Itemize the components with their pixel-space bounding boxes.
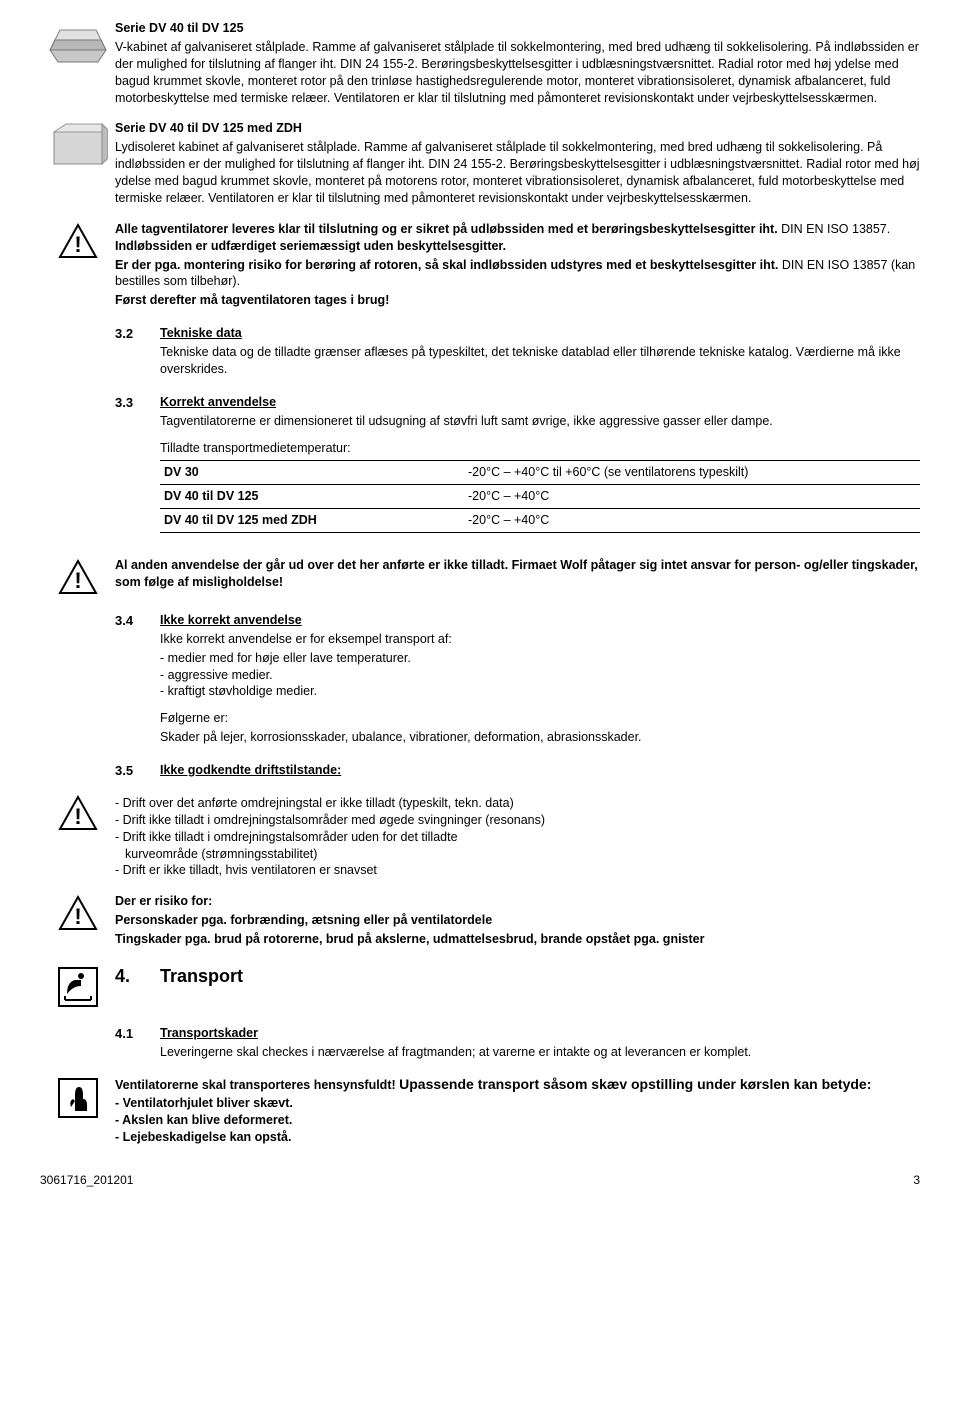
li-w4-0: Ventilatorhjulet bliver skævt. [115, 1095, 920, 1112]
title-3-4: Ikke korrekt anvendelse [160, 612, 920, 629]
li-34-2: kraftigt støvholdige medier. [160, 683, 920, 700]
hand-icon [40, 1075, 115, 1124]
title-3-3: Korrekt anvendelse [160, 394, 920, 411]
product-image-zdh [40, 120, 115, 175]
series1-title: Serie DV 40 til DV 125 [115, 20, 920, 37]
warn1-c: Indløbssiden er udfærdiget seriemæssigt … [115, 239, 506, 253]
title-4-1: Transportskader [160, 1025, 920, 1042]
series2-body: Lydisoleret kabinet af galvaniseret stål… [115, 139, 920, 207]
title-3-5: Ikke godkendte driftstilstande: [160, 762, 920, 779]
risk1: Personskader pga. forbrænding, ætsning e… [115, 912, 920, 929]
warn1-b: DIN EN ISO 13857. [781, 222, 890, 236]
list-3-5: Drift over det anførte omdrejningstal er… [115, 795, 920, 879]
num-3-2: 3.2 [115, 325, 160, 343]
product-image-dv [40, 20, 115, 75]
footer-right: 3 [913, 1172, 920, 1188]
risk2: Tingskader pga. brud på rotorerne, brud … [115, 931, 920, 948]
warn1-3: Først derefter må tagventilatoren tages … [115, 292, 920, 309]
list-warn4: Ventilatorhjulet bliver skævt. Akslen ka… [115, 1095, 920, 1146]
section-3-3: 3.3 Korrekt anvendelse Tagventilatorerne… [40, 394, 920, 545]
li-35-1: Drift ikke tilladt i omdrejningstalsområ… [115, 812, 920, 829]
risk-title: Der er risiko for: [115, 893, 920, 910]
cons-3-4: Skader på lejer, korrosionsskader, ubala… [160, 729, 920, 746]
t-r2c0: DV 40 til DV 125 med ZDH [160, 509, 464, 533]
warn2-text: Al anden anvendelse der går ud over det … [115, 557, 920, 591]
series2-title: Serie DV 40 til DV 125 med ZDH [115, 120, 920, 137]
footer-left: 3061716_201201 [40, 1172, 133, 1188]
warning-icon: ! [40, 557, 115, 600]
num-4-1: 4.1 [115, 1025, 160, 1043]
warning-icon: ! [40, 893, 115, 936]
list-3-4: medier med for høje eller lave temperatu… [160, 650, 920, 701]
title-4: Transport [160, 964, 920, 988]
series1-body: V-kabinet af galvaniseret stålplade. Ram… [115, 39, 920, 107]
section-3-4: 3.4 Ikke korrekt anvendelse Ikke korrekt… [40, 612, 920, 748]
warning-misuse: ! Al anden anvendelse der går ud over de… [40, 557, 920, 600]
li-34-1: aggressive medier. [160, 667, 920, 684]
warning-35-list: ! Drift over det anførte omdrejningstal … [40, 793, 920, 881]
series-dv40-dv125: Serie DV 40 til DV 125 V-kabinet af galv… [40, 20, 920, 108]
num-3-4: 3.4 [115, 612, 160, 630]
warn4-b: Upassende transport såsom skæv opstillin… [399, 1076, 871, 1092]
body-3-3: Tagventilatorerne er dimensioneret til u… [160, 413, 920, 430]
temp-table: DV 30-20°C – +40°C til +60°C (se ventila… [160, 460, 920, 533]
title-3-2: Tekniske data [160, 325, 920, 342]
section-3-2: 3.2 Tekniske data Tekniske data og de ti… [40, 325, 920, 380]
warning-icon: ! [40, 221, 115, 264]
svg-text:!: ! [74, 804, 81, 829]
body-3-2: Tekniske data og de tilladte grænser afl… [160, 344, 920, 378]
t-r0c0: DV 30 [160, 461, 464, 485]
num-4: 4. [115, 964, 160, 988]
body-4-1: Leveringerne skal checkes i nærværelse a… [160, 1044, 920, 1061]
li-35-3: kurveområde (strømningsstabilitet) [115, 846, 920, 863]
li-35-0: Drift over det anførte omdrejningstal er… [115, 795, 920, 812]
num-3-5: 3.5 [115, 762, 160, 780]
section-4-1: 4.1 Transportskader Leveringerne skal ch… [40, 1025, 920, 1063]
warning-transport: Ventilatorerne skal transporteres hensyn… [40, 1075, 920, 1149]
section-4: 4. Transport [40, 964, 920, 1013]
li-34-0: medier med for høje eller lave temperatu… [160, 650, 920, 667]
li-35-4: Drift er ikke tilladt, hvis ventilatoren… [115, 862, 920, 879]
warn1-a: Alle tagventilatorer leveres klar til ti… [115, 222, 781, 236]
page-footer: 3061716_201201 3 [40, 1172, 920, 1188]
cons-title-3-4: Følgerne er: [160, 710, 920, 727]
warning-35-risk: ! Der er risiko for: Personskader pga. f… [40, 893, 920, 950]
num-3-3: 3.3 [115, 394, 160, 412]
svg-text:!: ! [74, 904, 81, 929]
t-r1c0: DV 40 til DV 125 [160, 485, 464, 509]
li-w4-2: Lejebeskadigelse kan opstå. [115, 1129, 920, 1146]
t-r1c1: -20°C – +40°C [464, 485, 920, 509]
section-3-5: 3.5 Ikke godkendte driftstilstande: [40, 762, 920, 781]
warn1-2a: Er der pga. montering risiko for berørin… [115, 258, 782, 272]
warning-icon: ! [40, 793, 115, 836]
warning-guard: ! Alle tagventilatorer leveres klar til … [40, 221, 920, 311]
li-w4-1: Akslen kan blive deformeret. [115, 1112, 920, 1129]
intro-3-4: Ikke korrekt anvendelse er for eksempel … [160, 631, 920, 648]
svg-text:!: ! [74, 568, 81, 593]
manual-icon [40, 964, 115, 1013]
t-r0c1: -20°C – +40°C til +60°C (se ventilatoren… [464, 461, 920, 485]
warn4-a: Ventilatorerne skal transporteres hensyn… [115, 1078, 399, 1092]
series-dv40-dv125-zdh: Serie DV 40 til DV 125 med ZDH Lydisoler… [40, 120, 920, 208]
svg-text:!: ! [74, 232, 81, 257]
li-35-2: Drift ikke tilladt i omdrejningstalsområ… [115, 829, 920, 846]
t-r2c1: -20°C – +40°C [464, 509, 920, 533]
temp-table-title: Tilladte transportmedietemperatur: [160, 440, 920, 457]
